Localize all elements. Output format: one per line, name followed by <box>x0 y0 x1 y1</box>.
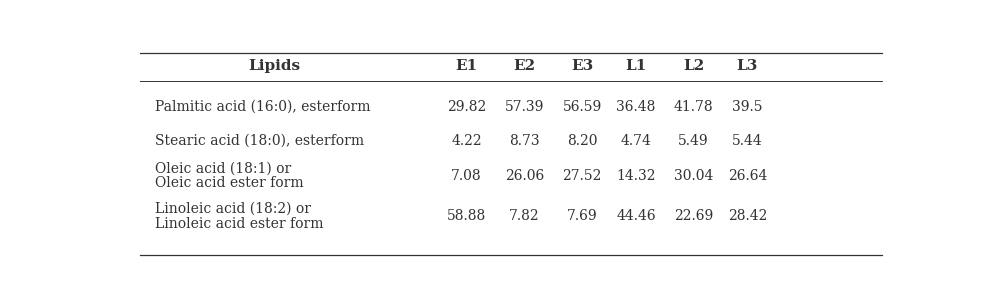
Text: Palmitic acid (16:0), esterform: Palmitic acid (16:0), esterform <box>155 100 370 113</box>
Text: 5.44: 5.44 <box>732 133 763 148</box>
Text: 4.74: 4.74 <box>621 133 651 148</box>
Text: 41.78: 41.78 <box>674 100 713 113</box>
Text: 27.52: 27.52 <box>562 169 602 183</box>
Text: 14.32: 14.32 <box>616 169 655 183</box>
Text: L2: L2 <box>683 59 704 73</box>
Text: Linoleic acid ester form: Linoleic acid ester form <box>155 217 324 231</box>
Text: Oleic acid (18:1) or: Oleic acid (18:1) or <box>155 161 291 175</box>
Text: E2: E2 <box>513 59 535 73</box>
Text: 8.73: 8.73 <box>509 133 539 148</box>
Text: Lipids: Lipids <box>248 59 300 73</box>
Text: 58.88: 58.88 <box>447 209 487 223</box>
Text: L1: L1 <box>626 59 646 73</box>
Text: 7.69: 7.69 <box>567 209 598 223</box>
Text: 29.82: 29.82 <box>447 100 487 113</box>
Text: 56.59: 56.59 <box>562 100 602 113</box>
Text: 57.39: 57.39 <box>504 100 544 113</box>
Text: 26.06: 26.06 <box>504 169 544 183</box>
Text: 39.5: 39.5 <box>732 100 763 113</box>
Text: 28.42: 28.42 <box>728 209 768 223</box>
Text: 5.49: 5.49 <box>678 133 709 148</box>
Text: 8.20: 8.20 <box>567 133 597 148</box>
Text: 22.69: 22.69 <box>674 209 713 223</box>
Text: Oleic acid ester form: Oleic acid ester form <box>155 176 304 190</box>
Text: 36.48: 36.48 <box>617 100 655 113</box>
Text: E1: E1 <box>456 59 478 73</box>
Text: 26.64: 26.64 <box>728 169 768 183</box>
Text: 44.46: 44.46 <box>616 209 655 223</box>
Text: Stearic acid (18:0), esterform: Stearic acid (18:0), esterform <box>155 133 364 148</box>
Text: 4.22: 4.22 <box>451 133 482 148</box>
Text: 30.04: 30.04 <box>674 169 713 183</box>
Text: 7.82: 7.82 <box>509 209 539 223</box>
Text: L3: L3 <box>737 59 759 73</box>
Text: 7.08: 7.08 <box>451 169 482 183</box>
Text: E3: E3 <box>571 59 593 73</box>
Text: Linoleic acid (18:2) or: Linoleic acid (18:2) or <box>155 202 311 216</box>
